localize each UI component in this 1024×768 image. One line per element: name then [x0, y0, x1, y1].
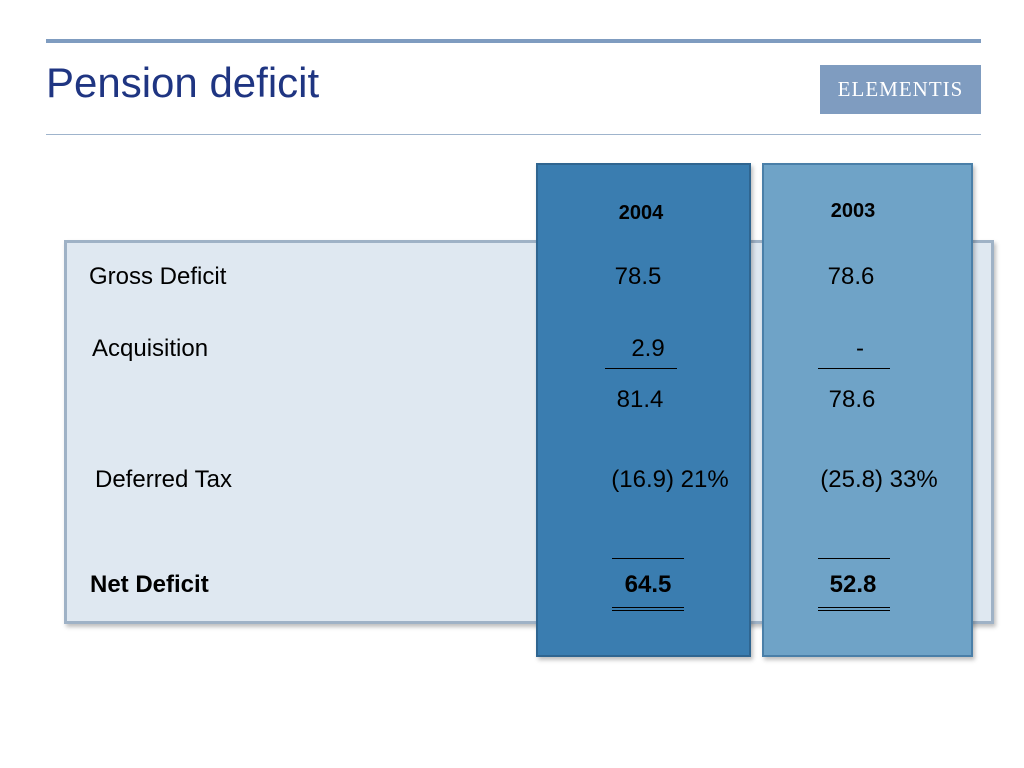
net-double-rule-2004 — [612, 607, 684, 611]
row-label-net-deficit: Net Deficit — [90, 571, 209, 598]
total-rule-2004 — [612, 558, 684, 559]
acquisition-2004: 2.9 — [631, 335, 665, 362]
header-top-rule — [46, 39, 981, 43]
subtotal-2003: 78.6 — [828, 386, 876, 413]
row-label-deferred-tax: Deferred Tax — [95, 466, 232, 493]
row-label-acquisition: Acquisition — [92, 335, 209, 362]
net-deficit-2003: 52.8 — [829, 571, 877, 598]
net-double-rule-2003 — [818, 607, 890, 611]
column-header-2003: 2003 — [830, 200, 876, 222]
deferred-tax-2004: (16.9) 21% — [611, 466, 729, 493]
subtotal-rule-2003 — [818, 368, 890, 369]
column-2004-highlight — [536, 163, 751, 657]
gross-deficit-2003: 78.6 — [827, 263, 875, 290]
acquisition-2003: - — [856, 335, 864, 362]
subtotal-rule-2004 — [605, 368, 677, 369]
page-title: Pension deficit — [46, 59, 320, 106]
total-rule-2003 — [818, 558, 890, 559]
elementis-logo: ELEMENTIS — [820, 65, 981, 114]
column-header-2004: 2004 — [618, 202, 664, 224]
net-deficit-2004: 64.5 — [624, 571, 672, 598]
column-2003-highlight — [762, 163, 973, 657]
subtotal-2004: 81.4 — [616, 386, 664, 413]
gross-deficit-2004: 78.5 — [614, 263, 662, 290]
header-bottom-rule — [46, 134, 981, 135]
deferred-tax-2003: (25.8) 33% — [820, 466, 938, 493]
row-label-gross-deficit: Gross Deficit — [89, 263, 227, 290]
